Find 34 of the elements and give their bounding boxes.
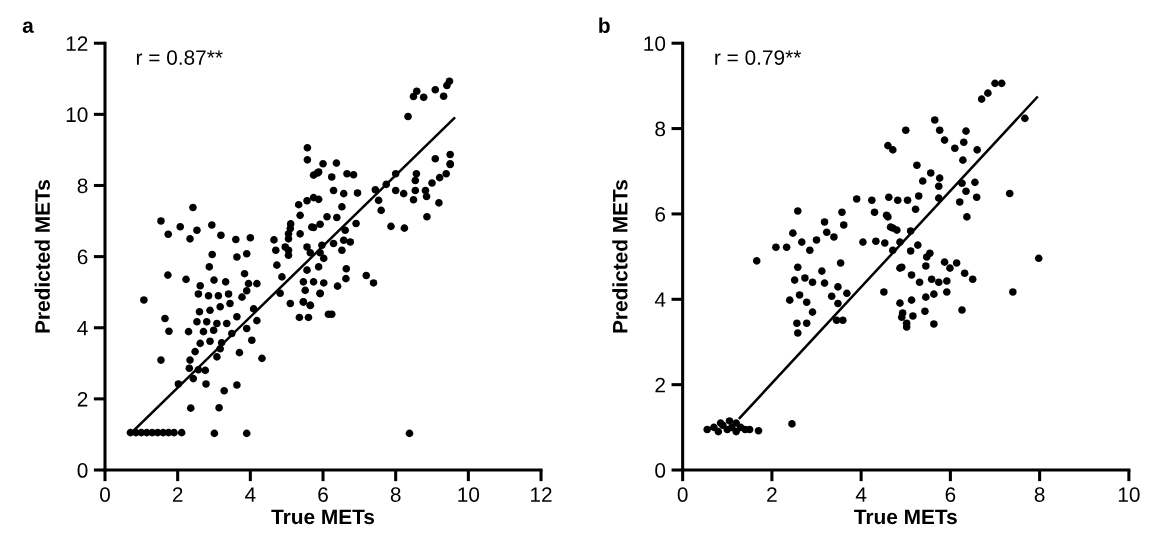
y-tick-label: 4 [654, 292, 666, 307]
y-tick-label: 12 [66, 36, 88, 51]
y-tick-label: 0 [77, 463, 88, 478]
y-tick-label: 2 [655, 377, 665, 393]
y-axis-title: Predicted METs [34, 180, 50, 333]
x-tick-label: 6 [945, 487, 956, 502]
x-tick-label: 6 [318, 487, 328, 502]
x-tick-label: 0 [100, 487, 110, 502]
y-tick-label: 8 [655, 121, 666, 137]
y-tick-label: 8 [77, 178, 88, 194]
annotation: r = 0.87** [136, 50, 223, 65]
x-tick-label: 12 [531, 487, 552, 502]
x-tick-label: 2 [172, 487, 183, 502]
y-tick-label: 4 [77, 320, 88, 336]
x-axis-title: True METs [854, 509, 957, 525]
chart-title: a [22, 21, 34, 33]
x-tick-label: 10 [1118, 487, 1140, 502]
y-axis-title: Predicted METs [612, 180, 628, 333]
x-tick-label: 2 [767, 487, 777, 502]
y-tick-label: 10 [66, 107, 88, 123]
annotation: r = 0.79** [715, 50, 801, 65]
y-tick-label: 10 [644, 36, 666, 51]
x-tick-label: 10 [458, 487, 480, 502]
y-tick-label: 2 [77, 391, 88, 407]
y-tick-label: 6 [655, 206, 666, 222]
x-tick-label: 4 [855, 487, 867, 502]
y-tick-label: 0 [655, 463, 666, 478]
x-tick-label: 8 [390, 487, 401, 502]
chart-title: b [599, 17, 610, 33]
x-tick-label: 8 [1034, 487, 1045, 502]
x-axis-title: True METs [271, 509, 375, 525]
x-tick-label: 0 [677, 487, 688, 502]
x-tick-label: 4 [245, 487, 256, 502]
y-tick-label: 6 [77, 249, 88, 265]
